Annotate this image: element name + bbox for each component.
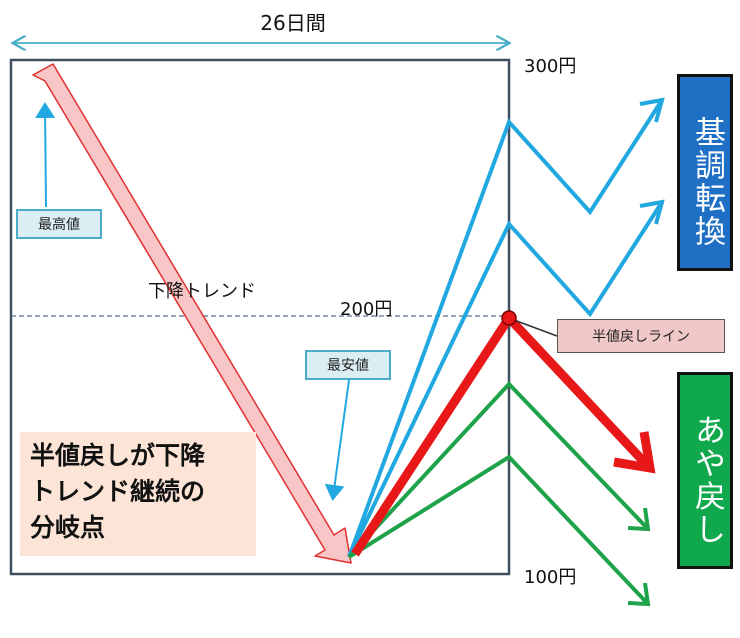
- trend-label: 下降トレンド: [148, 281, 256, 302]
- red-arrowhead: [613, 431, 656, 474]
- rebound-label: あや戻し: [689, 413, 725, 546]
- price-label-low: 100円: [524, 567, 576, 588]
- blue-arrowhead-lower: [639, 199, 665, 225]
- blue-path-upper: [347, 98, 664, 558]
- callout-arrow-min: [324, 379, 350, 501]
- downtrend-arrow: [32, 63, 352, 564]
- rebound-box: あや戻し: [677, 372, 733, 569]
- green-path-lower: [347, 454, 650, 606]
- note-line-1: 半値戻しが下降: [30, 441, 206, 470]
- price-label-mid: 200円: [340, 299, 392, 320]
- green-arrowhead-upper: [627, 507, 651, 532]
- half-line-label: 半値戻しライン: [557, 319, 725, 353]
- half-label-pointer: [513, 319, 558, 337]
- reversal-label: 基調転換: [689, 115, 725, 248]
- reversal-box: 基調転換: [677, 74, 733, 271]
- green-arrowhead-lower: [627, 582, 651, 607]
- green-path-upper: [347, 381, 650, 559]
- callout-min-label: 最安値: [305, 350, 391, 380]
- blue-path-lower: [347, 200, 664, 558]
- callout-max-label: 最高値: [16, 209, 102, 239]
- note-box: 半値戻しが下降 トレンド継続の 分岐点: [20, 432, 256, 556]
- note-line-2: トレンド継続の: [30, 477, 206, 506]
- red-path: [351, 310, 649, 557]
- top-span-label: 26日間: [260, 11, 325, 35]
- price-label-high: 300円: [524, 56, 576, 77]
- blue-arrowhead-upper: [639, 97, 665, 123]
- note-line-3: 分岐点: [30, 513, 106, 542]
- half-point-marker: [501, 310, 517, 326]
- callout-arrow-max: [35, 102, 56, 208]
